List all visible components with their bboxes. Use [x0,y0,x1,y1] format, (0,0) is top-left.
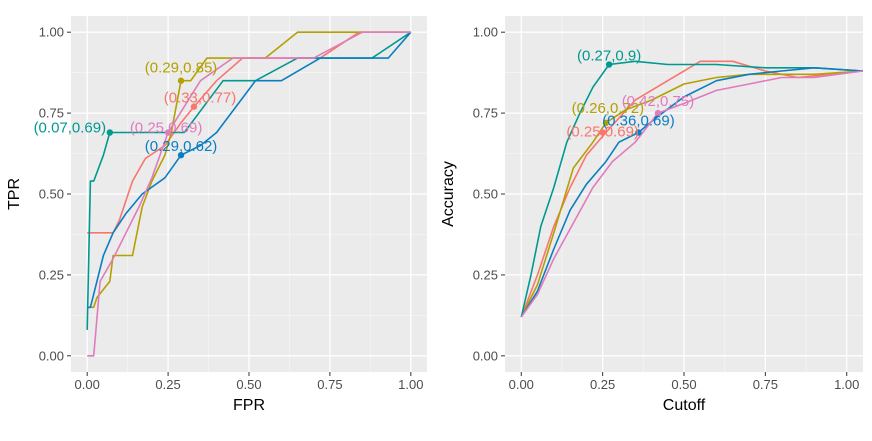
highlight-point [654,109,662,117]
y-tick-label: 0.00 [39,348,64,363]
x-tick-label: 0.75 [753,377,778,392]
highlight-point [177,77,185,84]
series-line-olive [520,70,863,318]
point-label: (0.25,0.69) [130,120,203,137]
series-line-salmon [520,60,863,318]
y-tick-label: 0.00 [473,348,498,363]
point-label: (0.42,0.75) [622,93,695,110]
series-line-pink [520,70,863,318]
highlight-point [190,103,198,110]
highlight-point [599,129,606,136]
y-tick-label: 1.00 [39,25,64,40]
point-label: (0.27,0.9) [577,48,641,65]
chart-panel-2: 0.00 0.25 0.50 0.75 1.00 0.00 0.25 0.50 0.75 1.00… [440,16,863,414]
highlight-point [635,129,642,136]
x-axis-title: FPR [233,397,265,414]
highlight-point [164,129,172,136]
y-axis-title: Accuracy [440,161,457,227]
highlight-point [177,151,185,159]
x-tick-label: 0.25 [590,377,615,392]
series-line-salmon [87,31,411,234]
x-tick-label: 0.50 [236,377,261,392]
y-tick-label: 0.75 [473,106,498,121]
highlight-point [106,129,114,136]
x-tick-label: 0.25 [155,377,180,392]
highlight-point [602,119,610,127]
x-tick-label: 0.00 [509,377,534,392]
point-label: (0.26,0.72) [572,100,645,117]
point-label: (0.07,0.69) [34,120,107,137]
x-axis-title: Cutoff [663,397,706,414]
x-tick-label: 0.50 [671,377,696,392]
y-axis-title: TPR [6,178,23,210]
highlight-point [605,61,613,68]
y-tick-label: 0.25 [39,267,64,282]
point-label: (0.33,0.77) [164,90,237,107]
point-label: (0.36,0.69) [602,113,675,130]
y-tick-label: 0.25 [473,267,498,282]
y-tick-label: 1.00 [473,25,498,40]
y-tick-label: 0.50 [39,187,64,202]
x-tick-label: 1.00 [834,377,859,392]
series-layer [520,60,863,318]
point-label: (0.29,0.62) [145,138,218,155]
x-tick-label: 0.00 [75,377,100,392]
series-line-teal [520,60,863,318]
chart-panel-1: 0.00 0.25 0.50 0.75 1.00 0.00 0.25 0.50 0.75 1.00… [6,16,427,414]
point-label: (0.25,0.69) [566,124,639,141]
y-tick-label: 0.75 [39,106,64,121]
point-label: (0.29,0.85) [145,60,218,77]
y-tick-label: 0.50 [473,187,498,202]
x-tick-label: 1.00 [398,377,423,392]
x-tick-label: 0.75 [317,377,342,392]
